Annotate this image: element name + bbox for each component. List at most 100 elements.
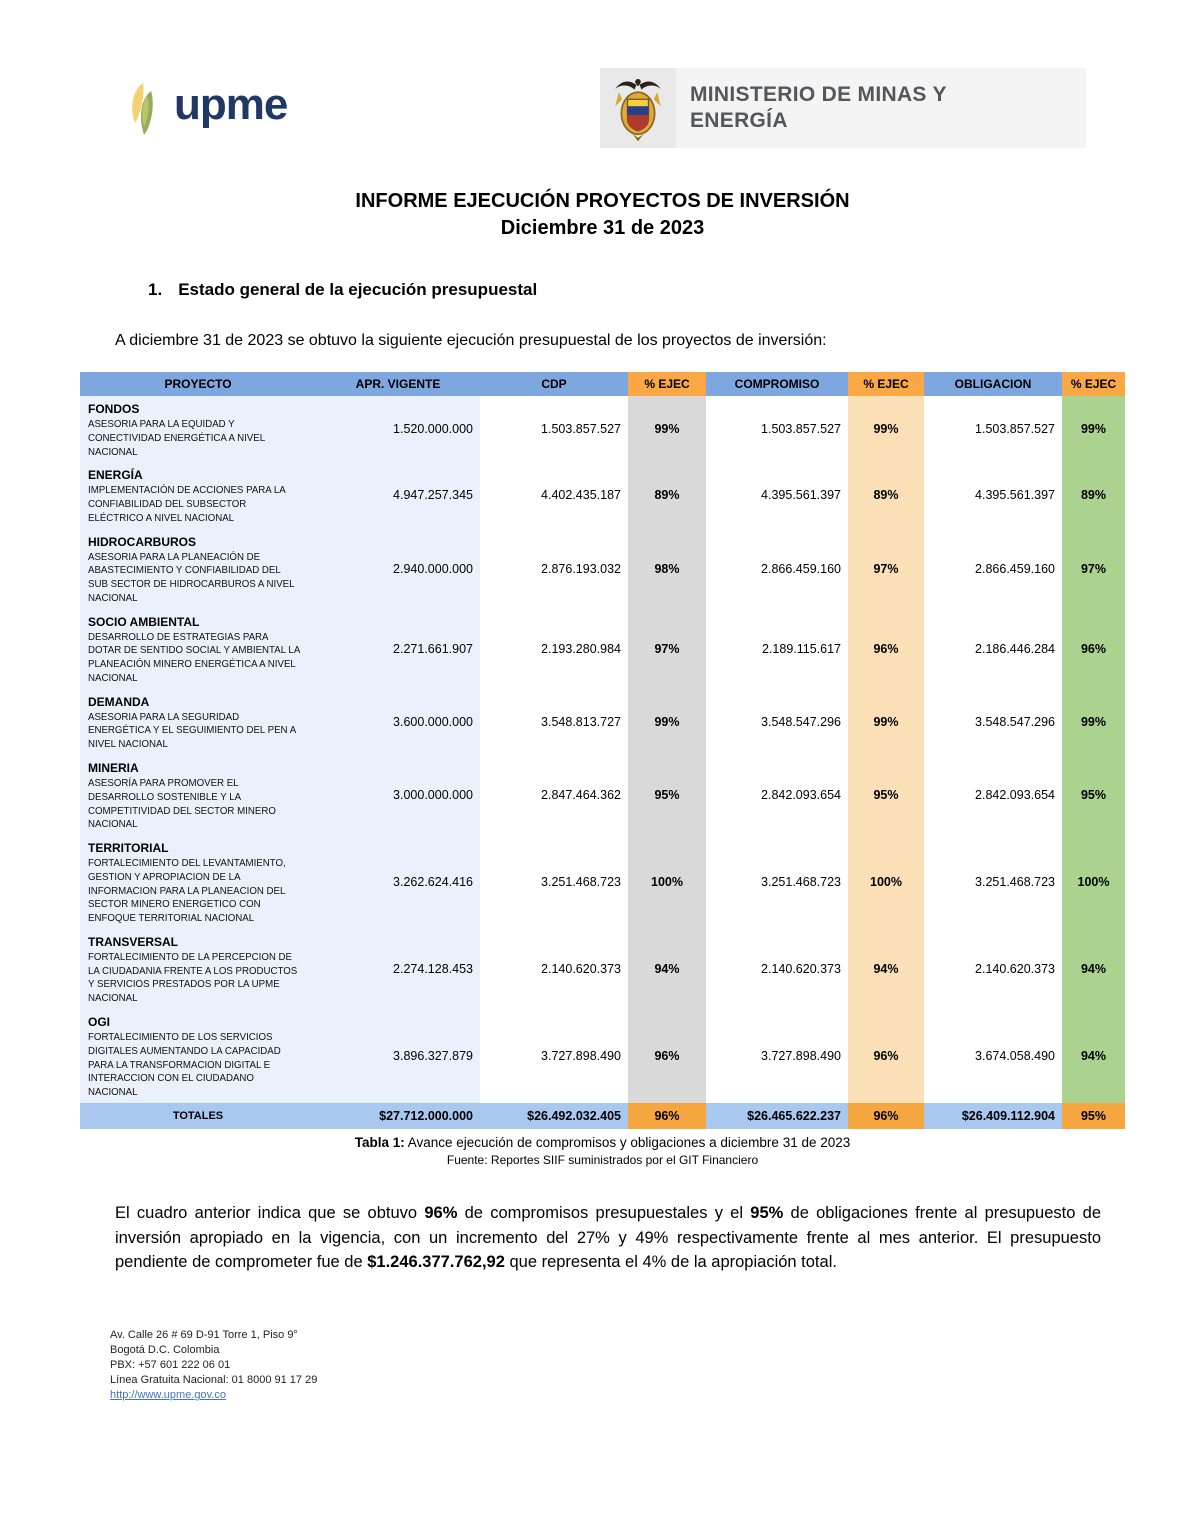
summary-bold-text: 96% [424, 1203, 458, 1222]
section-heading-text: Estado general de la ejecución presupues… [178, 280, 538, 299]
compromiso-value: 3.727.898.490 [761, 1048, 841, 1063]
budget-execution-table: PROYECTO APR. VIGENTE CDP % EJEC COMPROM… [80, 372, 1125, 1129]
upme-wordmark: upme [174, 80, 288, 129]
totals-apr-vigente: $27.712.000.000 [316, 1102, 480, 1129]
ejec-compromiso-percent: 96% [848, 608, 924, 689]
ejec-obligacion-percent: 97% [1062, 528, 1125, 609]
ejec-cdp-percent: 99% [628, 396, 706, 463]
footer-pbx: PBX: +57 601 222 06 01 [110, 1359, 231, 1372]
table-row: MINERIA ASESORÍA PARA PROMOVER EL DESARR… [80, 755, 1125, 836]
project-cell: TRANSVERSAL FORTALECIMIENTO DE LA PERCEP… [80, 928, 316, 1009]
summary-text: de obligaciones frente al presupuesto de… [115, 1203, 1102, 1272]
colombia-coat-of-arms-icon [600, 68, 676, 148]
project-description: ASESORIA PARA LA SEGURIDAD ENERGÉTICA Y … [88, 711, 296, 751]
apr-vigente-value: 3.262.624.416 [316, 835, 480, 929]
ejec-cdp-percent: 89% [628, 462, 706, 529]
ministry-name-line2: ENERGÍA [690, 109, 788, 132]
ejec-compromiso-percent: 96% [848, 1008, 924, 1103]
totals-row: TOTALES $27.712.000.000 $26.492.032.405 … [80, 1102, 1125, 1129]
project-cell: OGI FORTALECIMIENTO DE LOS SERVICIOS DIG… [80, 1008, 316, 1103]
table-source: Fuente: Reportes SIIF suministrados por … [446, 1152, 759, 1167]
project-description: ASESORIA PARA LA PLANEACIÓN DE ABASTECIM… [88, 551, 295, 604]
project-description: IMPLEMENTACIÓN DE ACCIONES PARA LA CONFI… [88, 485, 286, 524]
project-category: TRANSVERSAL [88, 934, 179, 949]
cdp-value: 3.727.898.490 [541, 1048, 621, 1063]
ejec-obligacion-percent: 89% [1062, 462, 1125, 529]
table-row: TERRITORIAL FORTALECIMIENTO DEL LEVANTAM… [80, 835, 1125, 929]
ejec-obligacion-percent: 100% [1062, 835, 1125, 929]
ministry-name-line1: MINISTERIO DE MINAS Y [690, 83, 947, 107]
compromiso-value: 2.140.620.373 [761, 961, 841, 976]
header-obligacion: OBLIGACION [924, 372, 1062, 396]
header-compromiso: COMPROMISO [706, 372, 848, 396]
ejec-compromiso-percent: 94% [848, 928, 924, 1009]
table-row: DEMANDA ASESORIA PARA LA SEGURIDAD ENERG… [80, 688, 1125, 756]
compromiso-value: 4.395.561.397 [761, 488, 841, 503]
obligacion-value: 2.186.446.284 [975, 641, 1055, 656]
ejec-compromiso-percent: 97% [848, 528, 924, 609]
obligacion-value: 1.503.857.527 [975, 422, 1055, 437]
document-title: INFORME EJECUCIÓN PROYECTOS DE INVERSIÓN… [80, 188, 1125, 242]
summary-text: de compromisos presupuestales y el [457, 1203, 751, 1222]
table-header-row: PROYECTO APR. VIGENTE CDP % EJEC COMPROM… [80, 372, 1125, 396]
project-description: ASESORIA PARA LA EQUIDAD Y CONECTIVIDAD … [88, 419, 265, 458]
ejec-cdp-percent: 97% [628, 608, 706, 689]
project-category: HIDROCARBUROS [88, 534, 196, 549]
apr-vigente-value: 3.896.327.879 [316, 1008, 480, 1103]
obligacion-value: 4.395.561.397 [975, 488, 1055, 503]
document-title-line2: Diciembre 31 de 2023 [500, 217, 705, 239]
table-caption-text: Avance ejecución de compromisos y obliga… [404, 1134, 851, 1150]
project-category: OGI [88, 1014, 111, 1029]
footer-url-link[interactable]: http://www.upme.gov.co [110, 1389, 226, 1402]
project-description: DESARROLLO DE ESTRATEGIAS PARA DOTAR DE … [88, 631, 300, 684]
summary-text: El cuadro anterior indica que se obtuvo [115, 1203, 425, 1222]
intro-paragraph: A diciembre 31 de 2023 se obtuvo la sigu… [115, 332, 827, 349]
totals-ejec-obligacion: 95% [1062, 1102, 1125, 1129]
obligacion-value: 3.251.468.723 [975, 874, 1055, 889]
table-caption-label: Tabla 1: [354, 1134, 405, 1150]
obligacion-value: 3.674.058.490 [975, 1048, 1055, 1063]
project-cell: TERRITORIAL FORTALECIMIENTO DEL LEVANTAM… [80, 835, 316, 929]
cdp-value: 3.251.468.723 [541, 874, 621, 889]
apr-vigente-value: 2.271.661.907 [316, 608, 480, 689]
compromiso-value: 2.866.459.160 [761, 561, 841, 576]
page-header: upme MINISTERIO DE MINAS Y ENERGÍA [0, 0, 1200, 150]
ejec-compromiso-percent: 99% [848, 688, 924, 756]
apr-vigente-value: 1.520.000.000 [316, 396, 480, 463]
compromiso-value: 2.189.115.617 [761, 641, 841, 656]
cdp-value: 2.140.620.373 [541, 961, 621, 976]
header-ejec-obligacion: % EJEC [1062, 372, 1125, 396]
obligacion-value: 2.842.093.654 [975, 788, 1055, 803]
upme-logo: upme [128, 80, 288, 138]
project-cell: SOCIO AMBIENTAL DESARROLLO DE ESTRATEGIA… [80, 608, 316, 689]
header-ejec-compromiso: % EJEC [848, 372, 924, 396]
upme-leaves-icon [132, 83, 153, 135]
summary-bold-text: 95% [750, 1203, 784, 1222]
apr-vigente-value: 2.274.128.453 [316, 928, 480, 1009]
section-number: 1. [148, 280, 163, 299]
project-cell: MINERIA ASESORÍA PARA PROMOVER EL DESARR… [80, 755, 316, 836]
ejec-cdp-percent: 98% [628, 528, 706, 609]
footer-toll-free: Línea Gratuita Nacional: 01 8000 91 17 2… [110, 1374, 318, 1387]
project-description: ASESORÍA PARA PROMOVER EL DESARROLLO SOS… [88, 778, 276, 831]
table-caption: Tabla 1: Avance ejecución de compromisos… [80, 1135, 1125, 1150]
footer-address-line1: Av. Calle 26 # 69 D-91 Torre 1, Piso 9° [110, 1329, 298, 1341]
cdp-value: 2.847.464.362 [541, 788, 621, 803]
obligacion-value: 3.548.547.296 [975, 714, 1055, 729]
ministry-name: MINISTERIO DE MINAS Y ENERGÍA [690, 82, 947, 133]
section-heading: 1. Estado general de la ejecución presupu… [148, 280, 1125, 300]
ejec-compromiso-percent: 89% [848, 462, 924, 529]
ejec-obligacion-percent: 99% [1062, 396, 1125, 463]
table-row: FONDOS ASESORIA PARA LA EQUIDAD Y CONECT… [80, 396, 1125, 463]
compromiso-value: 3.548.547.296 [761, 714, 841, 729]
obligacion-value: 2.140.620.373 [975, 961, 1055, 976]
project-category: FONDOS [88, 402, 140, 416]
ejec-obligacion-percent: 99% [1062, 688, 1125, 756]
document-content: INFORME EJECUCIÓN PROYECTOS DE INVERSIÓN… [80, 188, 1125, 1275]
compromiso-value: 1.503.857.527 [761, 422, 841, 437]
ejec-obligacion-percent: 95% [1062, 755, 1125, 836]
project-description: FORTALECIMIENTO DE LA PERCEPCION DE LA C… [88, 951, 298, 1005]
project-category: TERRITORIAL [88, 841, 169, 856]
summary-bold-text: $1.246.377.762,92 [367, 1253, 505, 1272]
apr-vigente-value: 4.947.257.345 [316, 462, 480, 529]
